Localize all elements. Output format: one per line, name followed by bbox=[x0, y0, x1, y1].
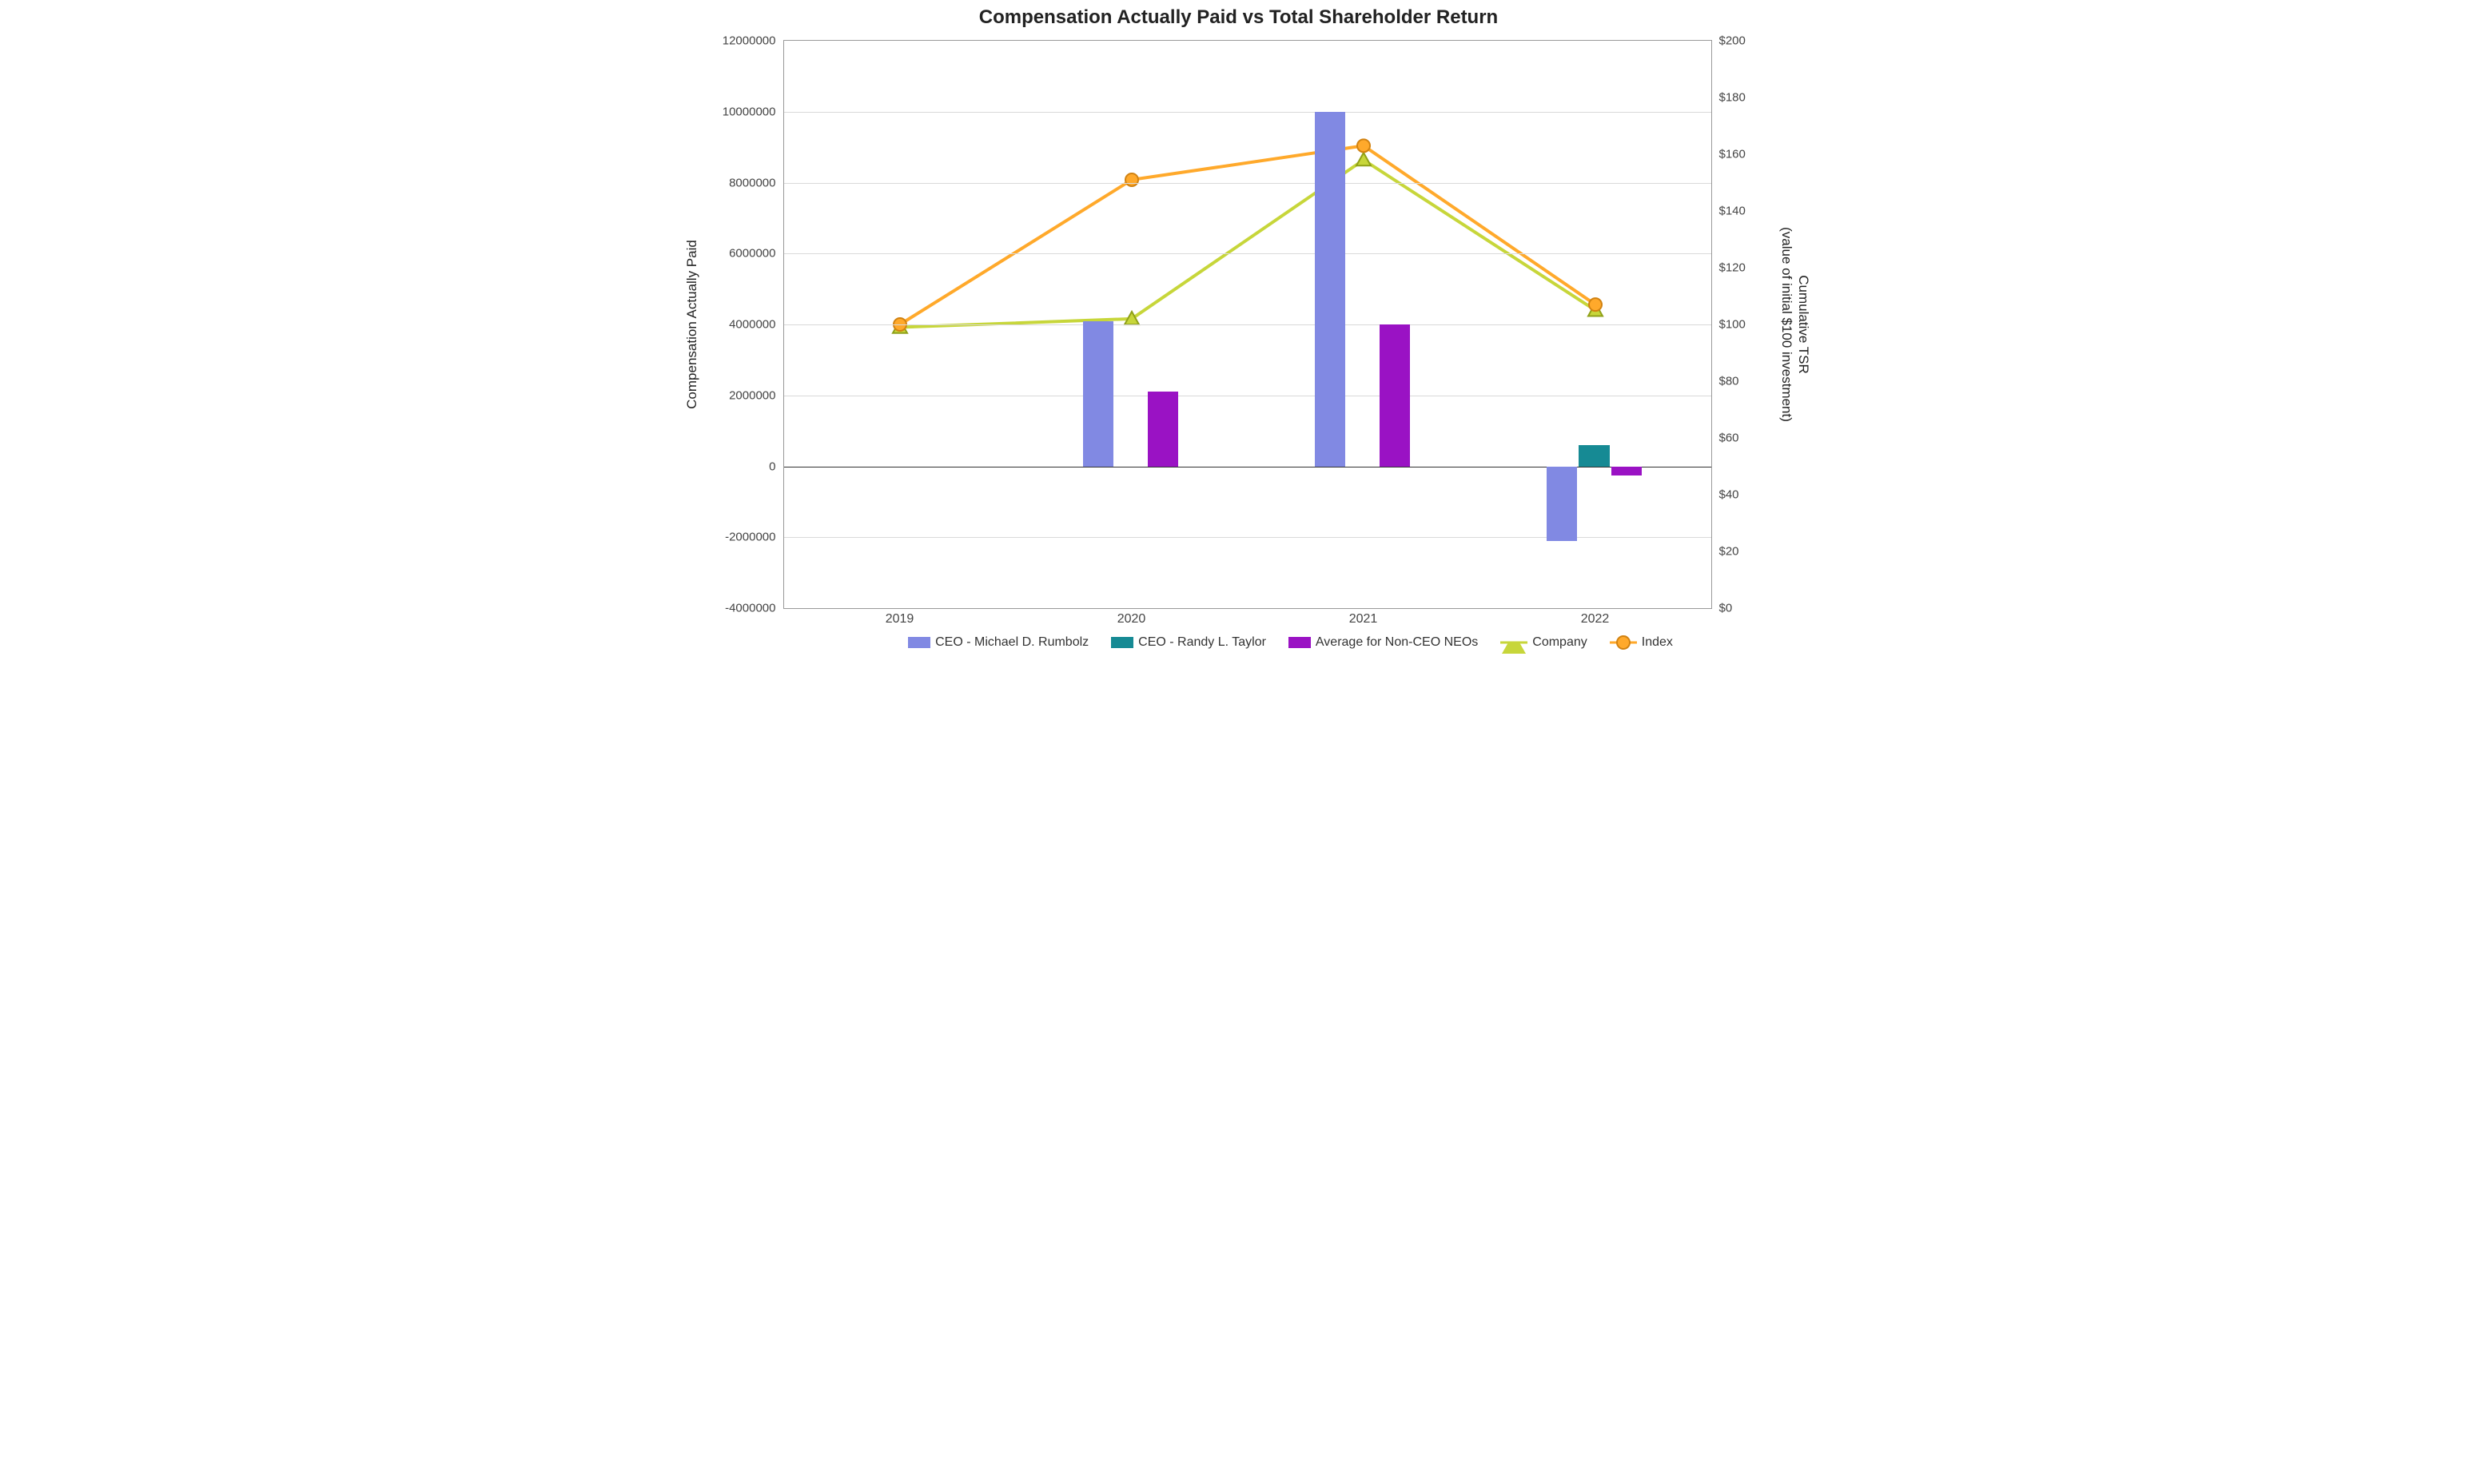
chart-title: Compensation Actually Paid vs Total Shar… bbox=[663, 6, 1814, 29]
y2-tick-label: $40 bbox=[1719, 488, 1783, 502]
y2-tick-label: $0 bbox=[1719, 602, 1783, 615]
gridline bbox=[784, 183, 1711, 184]
bar bbox=[1579, 445, 1610, 467]
y2-tick-label: $80 bbox=[1719, 375, 1783, 388]
legend: CEO - Michael D. Rumbolz CEO - Randy L. T… bbox=[783, 635, 1798, 650]
legend-label: CEO - Randy L. Taylor bbox=[1138, 635, 1266, 650]
legend-swatch bbox=[1111, 637, 1133, 648]
bar bbox=[1380, 324, 1411, 467]
legend-item: CEO - Randy L. Taylor bbox=[1111, 635, 1266, 650]
legend-item: CEO - Michael D. Rumbolz bbox=[908, 635, 1089, 650]
y2-tick-label: $160 bbox=[1719, 148, 1783, 161]
bar bbox=[1611, 467, 1643, 475]
y2-tick-label: $200 bbox=[1719, 34, 1783, 48]
gridline bbox=[784, 112, 1711, 113]
legend-item: Index bbox=[1610, 635, 1673, 650]
x-tick-label: 2020 bbox=[1117, 612, 1146, 627]
bar bbox=[1083, 321, 1114, 467]
bar bbox=[1148, 392, 1179, 466]
x-tick-label: 2022 bbox=[1581, 612, 1610, 627]
x-tick-label: 2021 bbox=[1349, 612, 1378, 627]
legend-item: Average for Non-CEO NEOs bbox=[1288, 635, 1478, 650]
legend-swatch bbox=[1288, 637, 1311, 648]
gridline bbox=[784, 253, 1711, 254]
legend-label: Index bbox=[1642, 635, 1673, 650]
y1-tick-label: 10000000 bbox=[680, 105, 776, 118]
y1-tick-label: 0 bbox=[680, 460, 776, 473]
y2-tick-label: $140 bbox=[1719, 205, 1783, 218]
line-marker bbox=[1356, 153, 1371, 165]
y1-tick-label: 12000000 bbox=[680, 34, 776, 48]
y2-tick-label: $180 bbox=[1719, 91, 1783, 105]
gridline bbox=[784, 324, 1711, 325]
plot-area: Compensation Actually Paid Cumulative TS… bbox=[783, 40, 1712, 609]
y2-axis-label-line1: Cumulative TSR bbox=[1795, 227, 1812, 422]
y2-tick-label: $60 bbox=[1719, 432, 1783, 445]
line-series bbox=[900, 145, 1595, 324]
y1-tick-label: 4000000 bbox=[680, 318, 776, 332]
legend-label: Average for Non-CEO NEOs bbox=[1316, 635, 1478, 650]
bar bbox=[1315, 112, 1346, 467]
bar bbox=[1547, 467, 1578, 541]
y1-tick-label: -2000000 bbox=[680, 531, 776, 544]
chart-container: Compensation Actually Paid vs Total Shar… bbox=[663, 0, 1814, 690]
legend-swatch bbox=[1610, 637, 1637, 648]
line-marker bbox=[1589, 298, 1602, 311]
legend-item: Company bbox=[1500, 635, 1587, 650]
y2-axis-label: Cumulative TSR (value of initial $100 in… bbox=[1778, 227, 1812, 422]
y1-tick-label: 6000000 bbox=[680, 247, 776, 261]
y2-tick-label: $20 bbox=[1719, 545, 1783, 559]
legend-swatch bbox=[908, 637, 930, 648]
legend-label: CEO - Michael D. Rumbolz bbox=[935, 635, 1089, 650]
legend-swatch bbox=[1500, 637, 1527, 648]
line-marker bbox=[1125, 173, 1138, 186]
legend-label: Company bbox=[1532, 635, 1587, 650]
y1-tick-label: -4000000 bbox=[680, 602, 776, 615]
y2-tick-label: $120 bbox=[1719, 261, 1783, 275]
y2-tick-label: $100 bbox=[1719, 318, 1783, 332]
line-series bbox=[900, 160, 1595, 327]
line-marker bbox=[1357, 139, 1370, 152]
x-tick-label: 2019 bbox=[886, 612, 914, 627]
y1-tick-label: 8000000 bbox=[680, 176, 776, 189]
y1-tick-label: 2000000 bbox=[680, 388, 776, 402]
